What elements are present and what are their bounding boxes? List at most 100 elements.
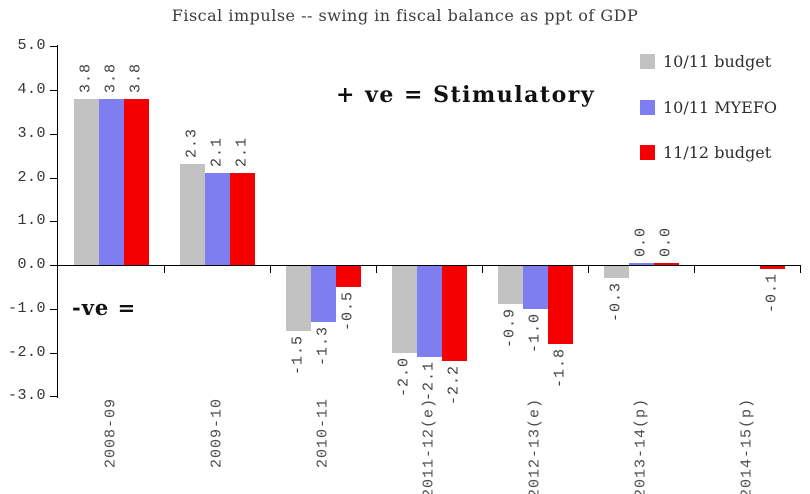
- x-category-label-text: 2011-12(e): [420, 398, 438, 494]
- bar-series1-cat2: [310, 265, 336, 322]
- bar-series2-cat3: [441, 265, 467, 362]
- y-tick: [50, 178, 58, 179]
- y-tick: [50, 221, 58, 222]
- bar-series1-cat5: [628, 263, 654, 265]
- y-tick-label: -1.0: [7, 300, 46, 317]
- annotation-positive-stimulatory: + ve = Stimulatory: [336, 82, 596, 108]
- bar-series1-cat0: [98, 98, 124, 265]
- bar-value-label: 2.1: [233, 137, 251, 168]
- bar-value-label: -2.2: [445, 365, 463, 406]
- legend-label: 10/11 MYEFO: [663, 98, 778, 117]
- bar-value-label: -0.9: [502, 308, 519, 348]
- bar-value-label-text: 2.1: [208, 137, 226, 168]
- bar-value-label: -0.3: [607, 282, 625, 323]
- x-category-label: 2009-10: [208, 398, 226, 469]
- x-category-label: 2014-15(p): [738, 398, 756, 494]
- bar-series2-cat5: [653, 263, 679, 265]
- bar-value-label-text: 3.8: [77, 62, 95, 93]
- x-tick: [164, 265, 165, 273]
- bar-value-label: 2.1: [208, 137, 226, 168]
- x-category-label-text: 2008-09: [102, 398, 120, 469]
- bar-series2-cat1: [229, 173, 255, 265]
- bar-value-label-text: -1.5: [289, 334, 307, 375]
- x-category-label-text: 2009-10: [208, 398, 226, 469]
- bar-value-label-text: 3.8: [102, 62, 120, 93]
- legend-label: 11/12 budget: [663, 143, 772, 162]
- x-category-label: 2012-13(e): [526, 398, 544, 494]
- annotation-negative: -ve =: [72, 295, 137, 320]
- y-tick-label: 2.0: [17, 169, 46, 186]
- bar-value-label-text: -0.3: [607, 282, 625, 323]
- bar-value-label-text: 0.0: [657, 226, 675, 257]
- legend-label: 10/11 budget: [663, 52, 772, 71]
- x-tick: [270, 265, 271, 273]
- bar-value-label-text: -2.0: [395, 356, 413, 397]
- bar-series0-cat3: [391, 265, 417, 353]
- x-category-label-text: 2012-13(e): [526, 398, 544, 494]
- x-tick: [588, 265, 589, 273]
- y-tick-label: -3.0: [7, 387, 46, 404]
- bar-value-label: 3.8: [77, 62, 95, 93]
- bar-value-label: 0.0: [632, 226, 650, 257]
- x-axis-zero-line: [58, 265, 800, 266]
- bar-series1-cat4: [522, 265, 548, 309]
- bar-series1-cat1: [204, 173, 230, 265]
- bar-value-label: 3.8: [127, 62, 145, 93]
- bar-series2-cat4: [547, 265, 573, 344]
- y-tick-label: 1.0: [17, 212, 46, 229]
- y-tick: [50, 309, 58, 310]
- legend-item-10-11-budget: 10/11 budget: [640, 52, 771, 71]
- bar-value-label: -2.1: [420, 360, 438, 401]
- y-tick-label: 0.0: [17, 256, 46, 273]
- bar-value-label-text: 2.1: [233, 137, 251, 168]
- legend-swatch-blue-icon: [640, 100, 655, 115]
- legend-item-11-12-budget: 11/12 budget: [640, 143, 771, 162]
- x-category-label: 2013-14(p): [633, 398, 650, 494]
- bar-value-label-text: -2.2: [445, 365, 463, 406]
- x-category-label: 2008-09: [102, 398, 120, 469]
- bar-value-label: -0.5: [339, 290, 357, 331]
- x-category-label-text: 2014-15(p): [738, 398, 756, 494]
- bar-series0-cat5: [603, 265, 629, 279]
- x-category-label: 2010-11: [314, 398, 332, 469]
- bar-value-label-text: -0.1: [763, 273, 781, 314]
- bar-series2-cat0: [123, 98, 149, 265]
- y-tick-label: 4.0: [17, 81, 46, 98]
- y-tick: [50, 265, 58, 266]
- bar-value-label: -1.3: [315, 326, 332, 366]
- bar-value-label: -1.5: [289, 334, 307, 375]
- x-tick: [694, 265, 695, 273]
- bar-series1-cat3: [416, 265, 442, 357]
- bar-value-label-text: -0.5: [339, 290, 357, 331]
- bar-value-label: 2.3: [183, 128, 201, 159]
- y-tick-label: 3.0: [17, 125, 46, 142]
- bar-value-label-text: -2.1: [420, 360, 438, 401]
- bar-value-label: -1.0: [526, 312, 544, 353]
- y-tick: [50, 90, 58, 91]
- y-tick: [50, 46, 58, 47]
- bar-value-label: 0.0: [657, 226, 675, 257]
- bar-series0-cat1: [179, 164, 205, 265]
- bar-value-label-text: 0.0: [632, 226, 650, 257]
- bar-value-label: -0.1: [763, 273, 781, 314]
- chart-title: Fiscal impulse -- swing in fiscal balanc…: [171, 6, 639, 25]
- bar-value-label: -2.0: [395, 356, 413, 397]
- legend-swatch-red-icon: [640, 145, 655, 160]
- legend-item-10-11-myefo: 10/11 MYEFO: [640, 98, 777, 117]
- bar-value-label: 3.8: [102, 62, 120, 93]
- x-tick: [376, 265, 377, 273]
- legend-swatch-gray-icon: [640, 54, 655, 69]
- bar-series0-cat0: [73, 98, 99, 265]
- bar-series0-cat2: [285, 265, 311, 331]
- x-category-label-text: 2010-11: [314, 398, 332, 469]
- bar-value-label-text: -1.8: [551, 347, 569, 388]
- bar-series2-cat6: [759, 265, 785, 270]
- bar-value-label-text: -1.0: [526, 312, 544, 353]
- y-tick: [50, 396, 58, 397]
- bar-value-label-text: 3.8: [127, 62, 145, 93]
- x-tick: [800, 265, 801, 273]
- bar-value-label-text: 2.3: [183, 128, 201, 159]
- bar-series0-cat4: [497, 265, 523, 305]
